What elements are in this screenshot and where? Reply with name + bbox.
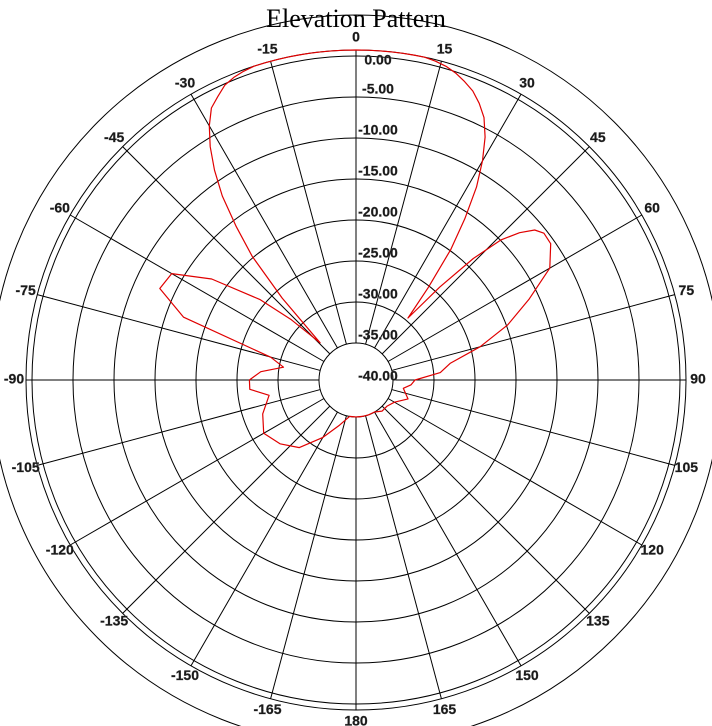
grid-spoke — [122, 405, 331, 614]
angle-tick-label: -45 — [104, 129, 124, 145]
angle-tick-label: -60 — [50, 200, 70, 216]
radial-tick-labels: 0.00 -5.00 -10.00 -15.00 -20.00 -25.00 -30.00 -… — [358, 52, 398, 384]
angle-tick-label: -75 — [16, 282, 36, 298]
grid-spoke — [37, 389, 321, 466]
radial-tick-label: -35.00 — [358, 327, 398, 343]
grid-spoke — [365, 415, 442, 699]
angle-tick-label: -105 — [12, 459, 40, 475]
angle-tick-label: 0 — [352, 29, 360, 45]
grid-spoke — [69, 398, 325, 546]
angle-tick-label: -15 — [257, 40, 277, 56]
grid-spoke — [270, 61, 347, 345]
angle-tick-label: 75 — [679, 282, 695, 298]
angle-tick-label: 90 — [690, 371, 706, 387]
grid-spoke — [365, 61, 442, 345]
grid-spoke — [69, 214, 325, 362]
grid-ring — [0, 14, 712, 726]
angle-tick-label: 135 — [586, 613, 610, 629]
radial-tick-label: -15.00 — [358, 163, 398, 179]
angle-tick-label: 30 — [519, 75, 535, 91]
grid-spoke — [381, 405, 590, 614]
angle-tick-label: 105 — [675, 459, 699, 475]
angular-grid-spokes — [26, 50, 686, 710]
elevation-pattern-trace — [159, 49, 552, 449]
radial-tick-label: -25.00 — [358, 245, 398, 261]
grid-spoke — [387, 398, 643, 546]
angle-tick-label: 165 — [433, 701, 457, 717]
grid-spoke — [190, 411, 338, 667]
grid-spoke — [190, 93, 338, 349]
radial-tick-label: -20.00 — [358, 204, 398, 220]
angle-tick-label: -165 — [253, 701, 281, 717]
radial-tick-label: -10.00 — [358, 122, 398, 138]
angle-tick-label: 15 — [437, 40, 453, 56]
angle-tick-label: -30 — [175, 75, 195, 91]
radial-tick-label: 0.00 — [364, 52, 391, 68]
grid-spoke — [387, 214, 643, 362]
angle-tick-label: 45 — [590, 129, 606, 145]
grid-spoke — [391, 294, 675, 371]
radial-tick-label: -30.00 — [358, 286, 398, 302]
angle-tick-label: 60 — [644, 200, 660, 216]
grid-spoke — [391, 389, 675, 466]
angle-tick-label: 180 — [344, 713, 368, 726]
grid-spoke — [374, 411, 522, 667]
grid-spoke — [374, 93, 522, 349]
angle-tick-label: -90 — [4, 371, 24, 387]
grid-spoke — [37, 294, 321, 371]
angle-tick-label: 120 — [641, 542, 665, 558]
grid-spoke — [270, 415, 347, 699]
grid-spoke — [122, 146, 331, 355]
angle-tick-label: -135 — [100, 613, 128, 629]
angle-tick-label: -120 — [46, 542, 74, 558]
radial-tick-label: -5.00 — [362, 81, 394, 97]
radial-tick-label: -40.00 — [358, 368, 398, 384]
angle-tick-label: 150 — [515, 667, 539, 683]
chart-title: Elevation Pattern — [266, 4, 446, 33]
angle-tick-labels: 0 15 30 45 60 75 90 105 120 135 150 165 180 -165 -150 -… — [4, 29, 707, 726]
angle-tick-label: -150 — [171, 667, 199, 683]
